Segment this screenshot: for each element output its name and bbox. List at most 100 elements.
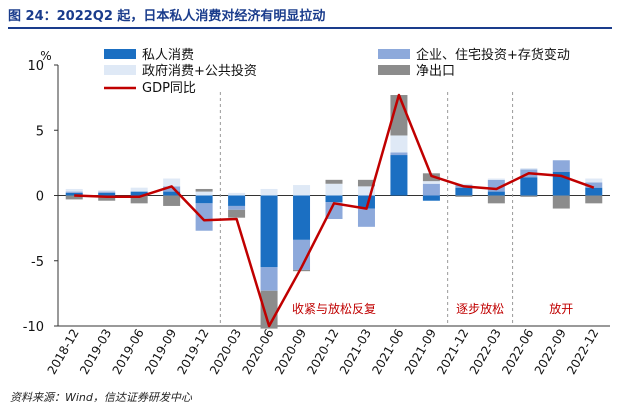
bar-segment: [98, 191, 116, 193]
bar-segment: [65, 195, 83, 200]
bar-segment: [552, 195, 570, 209]
bar-segment: [163, 186, 181, 192]
bar-segment: [357, 208, 375, 227]
bar-segment: [163, 191, 181, 196]
bar-segment: [455, 195, 473, 197]
bar-segment: [228, 195, 246, 206]
x-tick-label: 2021-12: [434, 326, 471, 376]
bar-segment: [325, 202, 343, 219]
legend-label: 私人消费: [142, 48, 194, 63]
bar-segment: [487, 191, 505, 196]
bar-segment: [390, 135, 408, 153]
bar-segment: [390, 152, 408, 156]
x-tick-label: 2019-09: [142, 327, 179, 377]
bar-segment: [422, 173, 440, 182]
x-tick-label: 2019-12: [175, 327, 212, 377]
title-rule: [8, 27, 612, 29]
bar-segment: [260, 195, 278, 268]
legend-swatch: [378, 65, 410, 75]
x-tick-label: 2019-06: [110, 327, 147, 377]
phase-annotation: 收紧与放松反复: [292, 301, 376, 316]
x-tick-label: 2020-12: [304, 327, 341, 377]
legend-swatch: [104, 49, 136, 59]
legend-label: 政府消费+公共投资: [142, 63, 257, 79]
bar-segment: [65, 192, 83, 196]
figure-title: 图 24：2022Q2 起，日本私人消费对经济有明显拉动: [8, 9, 326, 24]
phase-annotation: 放开: [549, 301, 573, 316]
bar-segment: [195, 195, 213, 204]
x-tick-label: 2022-09: [532, 327, 569, 377]
bar-segment: [195, 203, 213, 231]
bar-segment: [422, 195, 440, 201]
bar-segment: [195, 191, 213, 196]
bar-segment: [487, 178, 505, 180]
bar-segment: [130, 187, 148, 192]
x-tick-label: 2020-03: [207, 327, 244, 377]
bar-segment: [422, 181, 440, 184]
bar-segment: [163, 195, 181, 206]
bar-segment: [520, 177, 538, 196]
bar-segment: [520, 168, 538, 170]
x-tick-label: 2022-12: [564, 327, 601, 377]
bar-segment: [325, 183, 343, 196]
bar-segment: [293, 185, 311, 196]
bar-segment: [130, 191, 148, 196]
bar-segment: [98, 192, 116, 196]
y-tick-label: -10: [23, 320, 44, 335]
bar-segment: [260, 188, 278, 196]
bar-segment: [98, 190, 116, 192]
bar-segment: [357, 195, 375, 209]
figure-source: 资料来源：Wind，信达证券研发中心: [10, 391, 192, 404]
x-tick-label: 2018-12: [45, 327, 82, 377]
x-tick-label: 2021-09: [402, 327, 439, 377]
x-tick-label: 2022-06: [499, 327, 536, 377]
x-tick-label: 2020-06: [239, 327, 276, 377]
bar-segment: [98, 195, 116, 201]
bar-segment: [455, 183, 473, 186]
gdp-line: [74, 93, 595, 328]
bar-segment: [65, 191, 83, 193]
bar-segment: [487, 195, 505, 204]
legend-label: GDP同比: [142, 81, 196, 96]
bar-segment: [260, 267, 278, 291]
bar-segment: [228, 209, 246, 218]
y-tick-label: 10: [27, 59, 44, 74]
x-tick-label: 2021-03: [337, 327, 374, 377]
x-tick-label: 2022-03: [467, 326, 504, 376]
bar-segment: [228, 192, 246, 196]
bar-segment: [390, 155, 408, 196]
bar-segment: [585, 182, 603, 188]
y-tick-label: -5: [31, 255, 44, 270]
y-tick-label: 0: [36, 190, 44, 205]
bar-segment: [585, 195, 603, 204]
bar-segment: [228, 205, 246, 210]
x-tick-label: 2020-09: [272, 327, 309, 377]
bar-segment: [163, 178, 181, 187]
bar-segment: [293, 239, 311, 270]
y-unit-label: %: [40, 49, 51, 63]
bar-segment: [325, 179, 343, 184]
bar-segment: [325, 195, 343, 203]
bar-segment: [422, 183, 440, 196]
legend-label: 企业、住宅投资+存货变动: [416, 47, 570, 63]
bar-segment: [65, 188, 83, 192]
y-tick-label: 5: [36, 124, 44, 139]
bar-segment: [130, 195, 148, 204]
x-tick-label: 2021-06: [369, 327, 406, 377]
legend-swatch: [104, 65, 136, 75]
bar-segment: [585, 178, 603, 183]
bar-segment: [357, 179, 375, 187]
bar-segment: [455, 187, 473, 196]
bar-segment: [552, 160, 570, 173]
legend-swatch: [378, 49, 410, 59]
legend-label: 净出口: [416, 64, 455, 79]
phase-annotation: 逐步放松: [456, 301, 504, 316]
bar-segment: [585, 187, 603, 196]
x-tick-label: 2019-03: [77, 327, 114, 377]
bar-segment: [195, 188, 213, 192]
bar-segment: [520, 195, 538, 197]
bar-segment: [357, 186, 375, 196]
bar-segment: [487, 179, 505, 192]
bar-segment: [293, 195, 311, 240]
